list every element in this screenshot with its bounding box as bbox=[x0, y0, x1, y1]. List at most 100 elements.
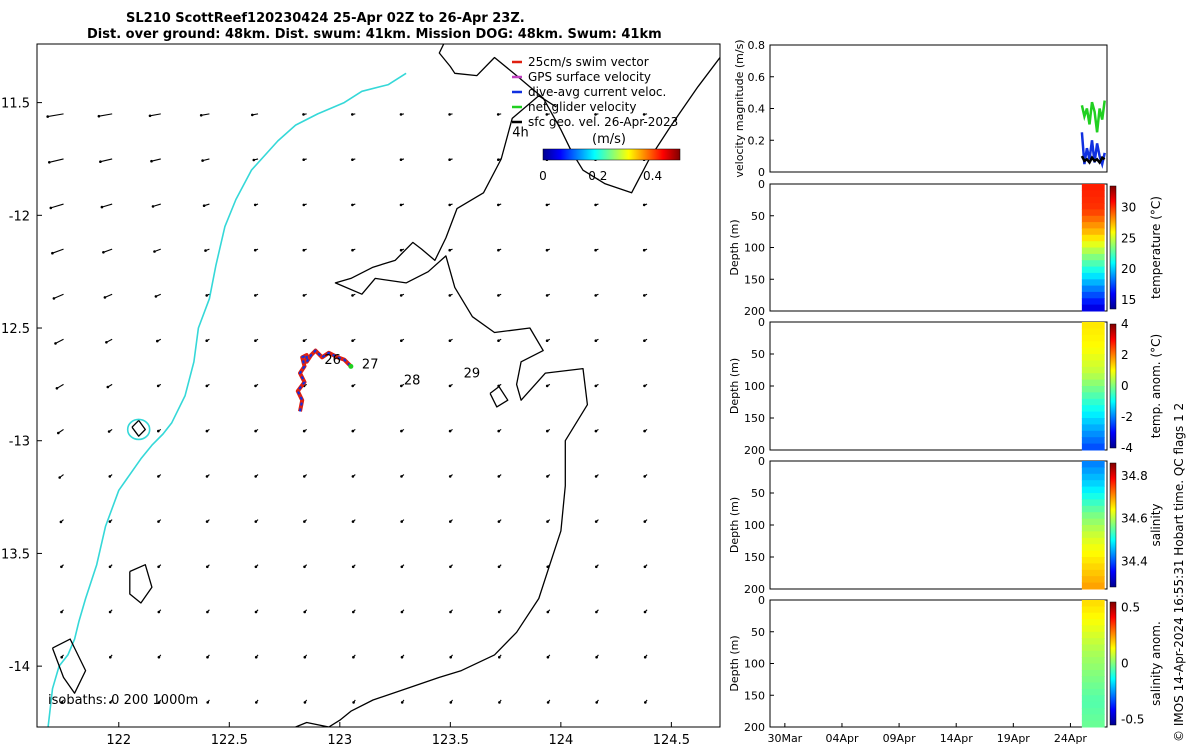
y-tick-label: 150 bbox=[744, 551, 765, 564]
data-band bbox=[1081, 525, 1105, 532]
vector-head bbox=[642, 203, 646, 207]
y-tick-label: 0.8 bbox=[748, 39, 766, 52]
vector-head bbox=[253, 248, 257, 252]
data-band bbox=[1081, 676, 1105, 683]
vector-head bbox=[449, 520, 452, 523]
vector-head bbox=[448, 384, 452, 388]
data-band bbox=[1081, 334, 1105, 342]
y-tick-label: 150 bbox=[744, 689, 765, 702]
vector-head bbox=[351, 203, 354, 207]
vector-head bbox=[199, 114, 203, 117]
y-tick-label: 50 bbox=[751, 348, 765, 361]
data-band bbox=[1081, 203, 1105, 210]
velocity-vector bbox=[101, 203, 113, 208]
vector-head bbox=[156, 339, 159, 343]
vector-head bbox=[448, 113, 451, 116]
velocity-vector bbox=[53, 293, 64, 299]
data-band bbox=[1081, 582, 1105, 590]
vector-head bbox=[449, 565, 452, 569]
data-band bbox=[1081, 392, 1105, 400]
vector-head bbox=[351, 384, 355, 388]
time-tick-label: 09Apr bbox=[883, 732, 917, 745]
data-band bbox=[1081, 190, 1105, 198]
vector-head bbox=[594, 203, 597, 207]
isobath-200 bbox=[438, 44, 720, 194]
data-band bbox=[1081, 234, 1105, 242]
y-tick-label: -12 bbox=[9, 209, 30, 224]
colorbar-label: temp. anom. (°C) bbox=[1149, 334, 1163, 438]
data-band bbox=[1081, 222, 1105, 229]
colorbar-label: salinity anom. bbox=[1149, 621, 1163, 706]
vector-head bbox=[106, 385, 110, 389]
vector-head bbox=[642, 248, 646, 252]
vector-head bbox=[594, 384, 598, 388]
panel-colorbar bbox=[1109, 323, 1117, 449]
vector-head bbox=[201, 159, 204, 162]
velocity-vector bbox=[103, 248, 113, 253]
vector-head bbox=[400, 565, 404, 569]
vector-head bbox=[399, 203, 403, 207]
vector-head bbox=[643, 384, 646, 388]
vector-head bbox=[449, 701, 453, 704]
vector-head bbox=[254, 565, 258, 569]
vector-head bbox=[154, 295, 158, 298]
vector-head bbox=[254, 294, 257, 297]
vector-head bbox=[400, 655, 404, 659]
day-label: 29 bbox=[464, 367, 481, 382]
vector-head bbox=[595, 701, 598, 704]
x-tick-label: 123.5 bbox=[432, 733, 469, 748]
vector-head bbox=[352, 655, 355, 659]
y-axis-label: velocity magnitude (m/s) bbox=[733, 39, 746, 177]
vector-head bbox=[102, 251, 105, 254]
y-tick-label: 200 bbox=[744, 444, 765, 457]
colorbar-tick: 0.5 bbox=[1121, 601, 1140, 615]
data-band bbox=[1081, 569, 1105, 577]
vector-head bbox=[448, 248, 452, 252]
data-band bbox=[1081, 512, 1105, 520]
profile-panel-temp_anom: 0 50 100 150 200 Depth (m) 4 2 0 -2 -4 temp. anom. … bbox=[728, 316, 1163, 457]
vector-head bbox=[545, 248, 549, 252]
data-band bbox=[1081, 669, 1105, 677]
vector-head bbox=[49, 206, 53, 210]
panel-frame bbox=[769, 460, 1108, 590]
data-band bbox=[1081, 373, 1105, 381]
vector-head bbox=[157, 520, 160, 523]
y-axis-label: Depth (m) bbox=[728, 358, 741, 414]
map-title-line1: SL210 ScottReef120230424 25-Apr 02Z to 2… bbox=[126, 11, 525, 26]
data-band bbox=[1081, 241, 1105, 248]
vector-head bbox=[107, 430, 111, 433]
vector-head bbox=[399, 294, 403, 297]
colorbar-tick: 0 bbox=[539, 169, 547, 183]
vector-head bbox=[497, 520, 501, 523]
vector-head bbox=[497, 203, 500, 207]
vector-head bbox=[546, 565, 549, 569]
data-band bbox=[1081, 537, 1105, 545]
velocity-vector bbox=[152, 203, 161, 207]
vector-head bbox=[303, 610, 307, 614]
vector-head bbox=[57, 431, 60, 435]
vector-head bbox=[594, 113, 597, 116]
vector-head bbox=[399, 158, 403, 161]
y-tick-label: 50 bbox=[751, 210, 765, 223]
data-band bbox=[1081, 341, 1105, 349]
vector-head bbox=[546, 520, 549, 523]
vector-head bbox=[351, 158, 354, 161]
vector-head bbox=[254, 520, 258, 523]
data-band bbox=[1081, 499, 1105, 507]
velocity-vector bbox=[100, 158, 113, 163]
vector-head bbox=[448, 203, 452, 207]
y-tick-label: 11.5 bbox=[1, 97, 30, 112]
vector-head bbox=[157, 610, 161, 614]
y-tick-label: 0.4 bbox=[748, 103, 766, 116]
vector-head bbox=[497, 384, 500, 388]
vector-head bbox=[205, 429, 209, 433]
vector-head bbox=[55, 387, 59, 390]
vector-head bbox=[449, 655, 453, 659]
velocity-vector bbox=[104, 293, 113, 298]
vector-head bbox=[303, 475, 306, 478]
data-band bbox=[1081, 461, 1105, 468]
vector-head bbox=[351, 520, 355, 523]
vector-head bbox=[103, 296, 107, 299]
vector-head bbox=[108, 475, 112, 478]
